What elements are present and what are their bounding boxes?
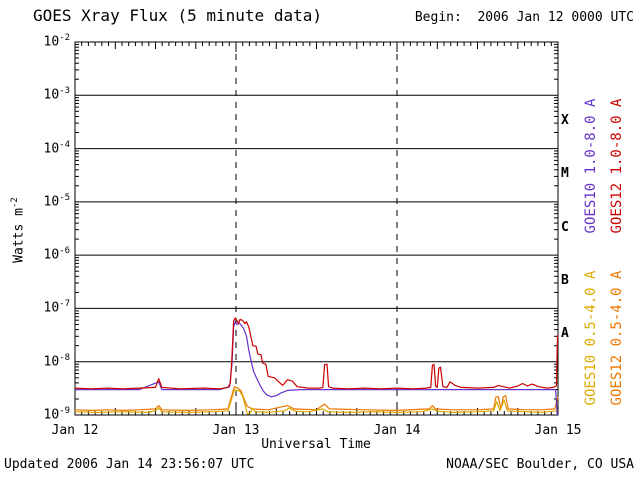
y-tick-label: 10-7 <box>43 299 71 316</box>
series-legend-label: GOES10 0.5-4.0 A <box>583 270 599 406</box>
updated-timestamp: Updated 2006 Jan 14 23:56:07 UTC <box>4 457 255 472</box>
begin-timestamp: Begin: 2006 Jan 12 0000 UTC <box>414 10 634 25</box>
flare-class-label: M <box>561 166 569 182</box>
x-axis-label: Universal Time <box>261 437 371 452</box>
series-legend-label: GOES12 0.5-4.0 A <box>609 270 625 406</box>
flare-class-label: B <box>561 272 569 288</box>
y-tick-label: 10-5 <box>43 192 71 210</box>
day-gridlines <box>235 42 398 415</box>
y-tick-label: 10-3 <box>43 86 71 103</box>
x-tick-label: Jan 14 <box>373 423 421 438</box>
x-tick-label: Jan 15 <box>534 423 582 438</box>
y-tick-label: 10-2 <box>43 33 71 50</box>
x-minor-ticks <box>81 42 552 415</box>
chart-title: GOES Xray Flux (5 minute data) <box>33 6 322 25</box>
x-tick-label: Jan 12 <box>51 423 99 438</box>
y-axis-label-text: Watts m <box>11 208 27 263</box>
source-credit: NOAA/SEC Boulder, CO USA <box>446 457 634 472</box>
series-goes10-short <box>74 389 559 415</box>
y-tick-label: 10-6 <box>43 246 71 263</box>
y-tick-label: 10-9 <box>43 406 71 423</box>
series-legend-label: GOES10 1.0-8.0 A <box>583 98 599 234</box>
x-major-ticks <box>74 42 559 415</box>
y-gridlines <box>75 41 558 416</box>
data-series <box>74 317 559 416</box>
series-goes12-long <box>74 317 559 390</box>
y-minor-ticks <box>75 43 558 400</box>
x-tick-label: Jan 13 <box>212 423 260 438</box>
series-goes10-long <box>75 321 559 416</box>
y-tick-label: 10-4 <box>43 139 71 156</box>
plot-border <box>74 41 559 416</box>
y-axis-label-exponent: -2 <box>10 197 20 209</box>
flare-class-label: C <box>561 219 569 235</box>
flare-class-label: X <box>561 112 569 128</box>
series-goes12-short <box>74 386 559 411</box>
y-axis-label: Watts m-2 <box>7 170 27 290</box>
flare-class-label: A <box>561 326 569 342</box>
y-tick-label: 10-8 <box>43 352 71 370</box>
series-legend-label: GOES12 1.0-8.0 A <box>609 98 625 234</box>
